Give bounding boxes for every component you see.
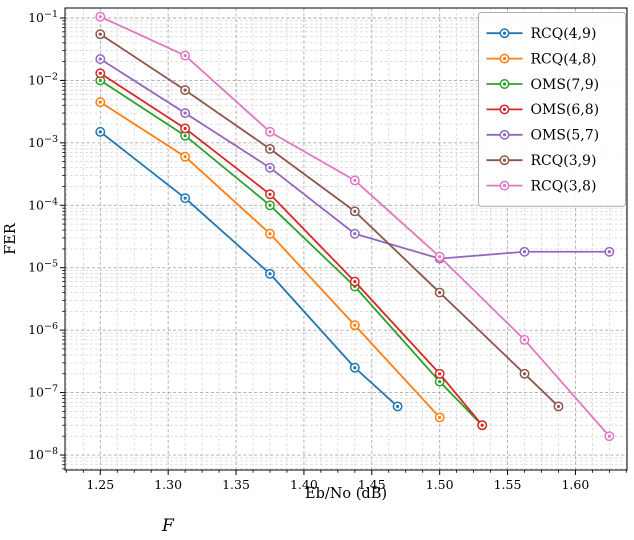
series-marker-dot <box>268 130 272 134</box>
x-tick-label: 1.25 <box>86 477 114 492</box>
series-marker-dot <box>268 232 272 236</box>
series-marker-dot <box>522 250 527 254</box>
legend-label: OMS(7,9) <box>531 77 600 93</box>
series-marker-dot <box>268 192 272 196</box>
plot-frame <box>64 7 628 471</box>
series-marker-dot <box>183 126 187 131</box>
y-tick-label: 10−8 <box>28 446 58 462</box>
series-marker-dot <box>480 423 484 427</box>
legend-entry: OMS(6,8) <box>486 102 600 118</box>
y-tick-label: 10−1 <box>28 9 58 25</box>
series-marker-dot <box>353 232 357 236</box>
series-marker-dot <box>98 57 102 61</box>
series-marker-dot <box>607 434 611 438</box>
y-tick-label: 10−2 <box>28 71 58 87</box>
legend-marker-dot <box>502 133 507 137</box>
y-axis-label: FER <box>3 222 19 255</box>
series-marker-dot <box>438 372 442 376</box>
legend-entry: RCQ(4,8) <box>486 51 597 67</box>
legend-label: RCQ(3,8) <box>531 178 597 194</box>
x-tick-label: 1.40 <box>290 477 318 492</box>
legend-marker-dot <box>502 31 507 35</box>
legend-marker-dot <box>502 184 507 188</box>
series-marker-dot <box>98 15 102 19</box>
legend-marker-dot <box>502 82 507 86</box>
legend-label: OMS(5,7) <box>531 128 600 144</box>
series-marker-dot <box>268 272 272 276</box>
series-marker-dot <box>183 88 187 92</box>
series-marker-dot <box>353 323 357 327</box>
series-marker-dot <box>183 53 187 58</box>
x-tick-label: 1.30 <box>154 477 182 492</box>
legend-marker-dot <box>502 107 507 111</box>
legend-entry: OMS(5,7) <box>486 128 600 144</box>
series-marker-dot <box>353 178 357 183</box>
legend-label: RCQ(3,9) <box>531 153 597 169</box>
series-marker-dot <box>183 196 187 200</box>
series-marker-dot <box>98 32 102 36</box>
series-layer <box>95 11 615 442</box>
series-marker-dot <box>353 366 357 370</box>
x-axis-label: Eb/No (dB) <box>305 486 387 502</box>
series-marker-dot <box>438 290 442 295</box>
series-marker-dot <box>522 372 527 376</box>
x-tick-label: 1.50 <box>426 477 454 492</box>
legend-box <box>478 12 626 207</box>
legend-marker-dot <box>502 57 507 61</box>
series-marker-dot <box>98 100 102 104</box>
axes-layer: 1.25 1.30 1.35 1.40 1.45 1.50 1.55 1.60 10−1 10−2… <box>28 7 628 492</box>
y-tick-label: 10−6 <box>28 321 58 337</box>
legend-label: OMS(6,8) <box>531 102 600 118</box>
y-tick-label: 10−7 <box>28 384 58 400</box>
series-marker-dot <box>438 415 442 420</box>
x-tick-label: 1.45 <box>358 477 386 492</box>
series-marker-dot <box>268 203 272 207</box>
legend-entry: RCQ(3,8) <box>486 178 597 194</box>
legend-marker-dot <box>502 158 507 162</box>
figure-caption: F <box>162 516 174 536</box>
legend-entry: OMS(7,9) <box>486 77 600 93</box>
legend-entry: RCQ(4,9) <box>486 26 597 42</box>
y-tick-label: 10−4 <box>28 196 58 212</box>
legend-entry: RCQ(3,9) <box>486 153 597 169</box>
series-marker-dot <box>395 404 400 409</box>
series-marker-dot <box>268 147 272 151</box>
series-marker-dot <box>522 338 527 342</box>
y-tick-label: 10−5 <box>28 259 58 275</box>
series-marker-dot <box>556 404 561 409</box>
series-marker-dot <box>98 71 102 75</box>
series-marker-dot <box>438 379 442 384</box>
grid-layer <box>65 8 627 470</box>
series-marker-dot <box>183 111 187 115</box>
series-marker-dot <box>98 78 102 83</box>
legend-label: RCQ(4,8) <box>531 51 597 67</box>
x-tick-label: 1.55 <box>494 477 522 492</box>
series-line-OMS(7,9) <box>99 79 484 427</box>
x-tick-label: 1.35 <box>222 477 250 492</box>
series-line-OMS(6,8) <box>99 72 484 427</box>
y-tick-label: 10−3 <box>28 134 58 150</box>
series-marker-dot <box>607 250 611 254</box>
series-marker-dot <box>268 166 272 170</box>
series-marker-dot <box>438 255 442 259</box>
series-marker-dot <box>183 155 187 159</box>
legend-label: RCQ(4,9) <box>531 26 597 42</box>
series-marker-dot <box>353 279 357 284</box>
legend: RCQ(4,9) RCQ(4,8) OMS(7,9) OMS(6,8) OMS(5,7)… <box>478 12 626 207</box>
series-marker-dot <box>98 130 102 134</box>
series-marker-dot <box>183 134 187 138</box>
x-tick-label: 1.60 <box>561 477 589 492</box>
series-marker-dot <box>353 209 357 213</box>
